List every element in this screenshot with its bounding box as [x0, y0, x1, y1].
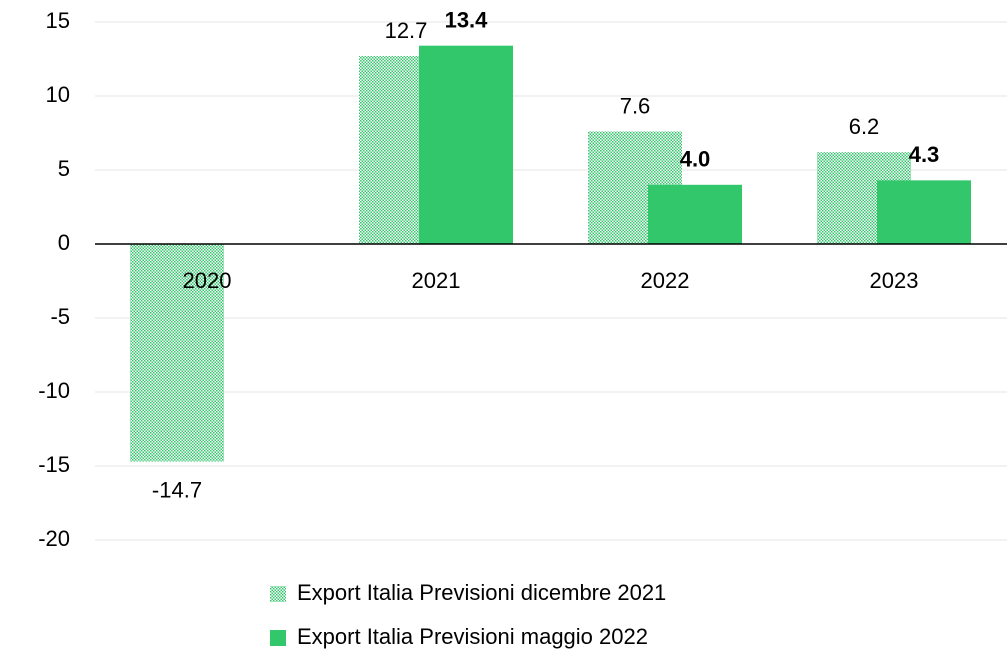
x-tick-label: 2022 — [641, 268, 690, 293]
y-tick-label: -15 — [38, 452, 70, 477]
legend-swatch — [270, 586, 286, 602]
y-tick-label: 10 — [46, 82, 70, 107]
data-label: 6.2 — [849, 114, 880, 139]
bar — [419, 45, 513, 245]
x-tick-label: 2023 — [870, 268, 919, 293]
data-label: 13.4 — [445, 7, 489, 32]
data-label: 12.7 — [385, 18, 428, 43]
y-tick-label: -5 — [50, 304, 70, 329]
legend-swatch — [270, 630, 286, 646]
legend-label: Export Italia Previsioni maggio 2022 — [297, 624, 648, 649]
y-tick-label: 0 — [58, 230, 70, 255]
data-label: 4.3 — [909, 142, 940, 167]
y-tick-label: -10 — [38, 378, 70, 403]
x-tick-label: 2020 — [183, 268, 232, 293]
y-tick-label: 15 — [46, 8, 70, 33]
y-tick-label: 5 — [58, 156, 70, 181]
bar — [130, 244, 224, 462]
data-label: 4.0 — [680, 147, 711, 172]
bar — [877, 180, 971, 244]
data-label: 7.6 — [620, 93, 651, 118]
x-tick-label: 2021 — [412, 268, 461, 293]
data-label: -14.7 — [152, 477, 202, 502]
legend-label: Export Italia Previsioni dicembre 2021 — [297, 580, 666, 605]
y-tick-label: -20 — [38, 526, 70, 551]
bar — [648, 184, 742, 244]
